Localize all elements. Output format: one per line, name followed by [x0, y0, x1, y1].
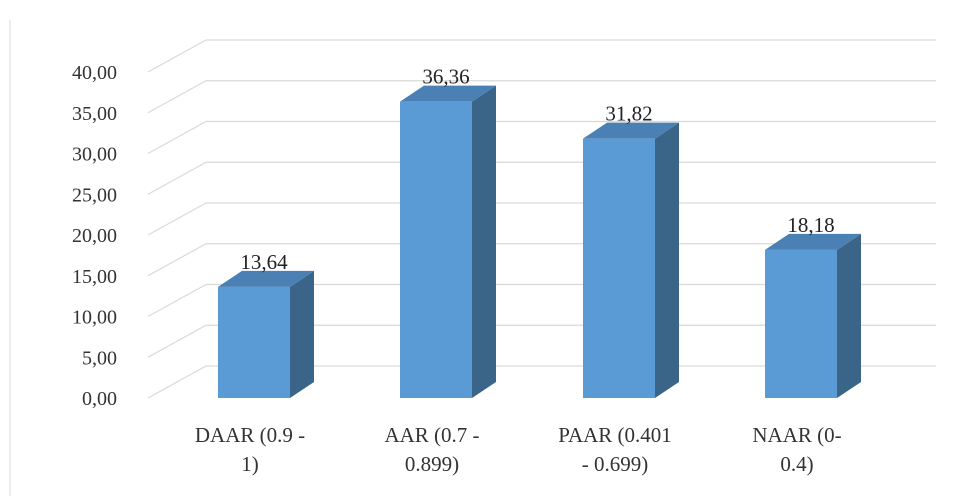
bar [400, 85, 496, 398]
bar-top [583, 122, 679, 139]
gridline-slant [147, 283, 207, 318]
data-label: 36,36 [422, 65, 469, 89]
bar [218, 270, 314, 398]
category-label: DAAR (0.9 - 1) [195, 423, 305, 476]
bars [218, 85, 861, 399]
gridline-slant [147, 39, 207, 73]
category-label: NAAR (0- 0.4) [752, 423, 841, 476]
bar-front [400, 101, 472, 398]
gridline-slant [147, 324, 207, 358]
category-label-line: PAAR (0.401 [558, 423, 672, 447]
y-tick-label: 0,00 [82, 388, 117, 410]
bar-top [400, 85, 496, 102]
category-label-line: NAAR (0- [752, 423, 841, 447]
bar-side [837, 233, 861, 398]
category-label: PAAR (0.401 - 0.699) [558, 423, 672, 476]
x-axis-category-labels: DAAR (0.9 - 1) AAR (0.7 - 0.899) PAAR (0.401… [195, 423, 842, 476]
y-tick-label: 35,00 [72, 103, 117, 125]
gridline-slant [147, 202, 207, 236]
bar-front [765, 249, 837, 398]
gridline-slant [147, 365, 207, 399]
data-label: 18,18 [787, 213, 834, 237]
gridline-slant [147, 243, 207, 277]
category-label-line: - 0.699) [582, 452, 649, 476]
category-label-line: 1) [241, 452, 259, 476]
bar-side [472, 85, 496, 398]
bar-front [218, 286, 290, 398]
bar [765, 233, 861, 398]
category-label-line: 0.4) [780, 452, 813, 476]
gridline-slant [147, 161, 207, 195]
category-label-line: 0.899) [405, 452, 459, 476]
gridline-slant [147, 120, 207, 155]
category-label-line: AAR (0.7 - [384, 423, 479, 447]
y-tick-label: 10,00 [72, 307, 117, 329]
data-label: 31,82 [605, 102, 652, 126]
y-tick-label: 25,00 [72, 184, 117, 206]
bar-side [655, 122, 679, 399]
bar-top [765, 233, 861, 250]
bar-front [583, 138, 655, 399]
gridline-slant [147, 80, 207, 114]
y-tick-label: 20,00 [72, 225, 117, 247]
gridlines [147, 39, 936, 399]
y-tick-label: 15,00 [72, 266, 117, 288]
y-tick-label: 30,00 [72, 144, 117, 166]
y-tick-label: 40,00 [72, 62, 117, 84]
bar [583, 122, 679, 399]
bar-top [218, 270, 314, 287]
category-label-line: DAAR (0.9 - [195, 423, 305, 447]
bar-side [290, 270, 314, 398]
y-axis-tick-labels: 0,00 5,00 10,00 15,00 20,00 25,00 30,00 35,00 40… [72, 62, 117, 410]
data-labels: 13,64 36,36 31,82 18,18 [240, 65, 834, 274]
category-label: AAR (0.7 - 0.899) [384, 423, 479, 476]
y-tick-label: 5,00 [82, 347, 117, 369]
data-label: 13,64 [240, 250, 288, 274]
